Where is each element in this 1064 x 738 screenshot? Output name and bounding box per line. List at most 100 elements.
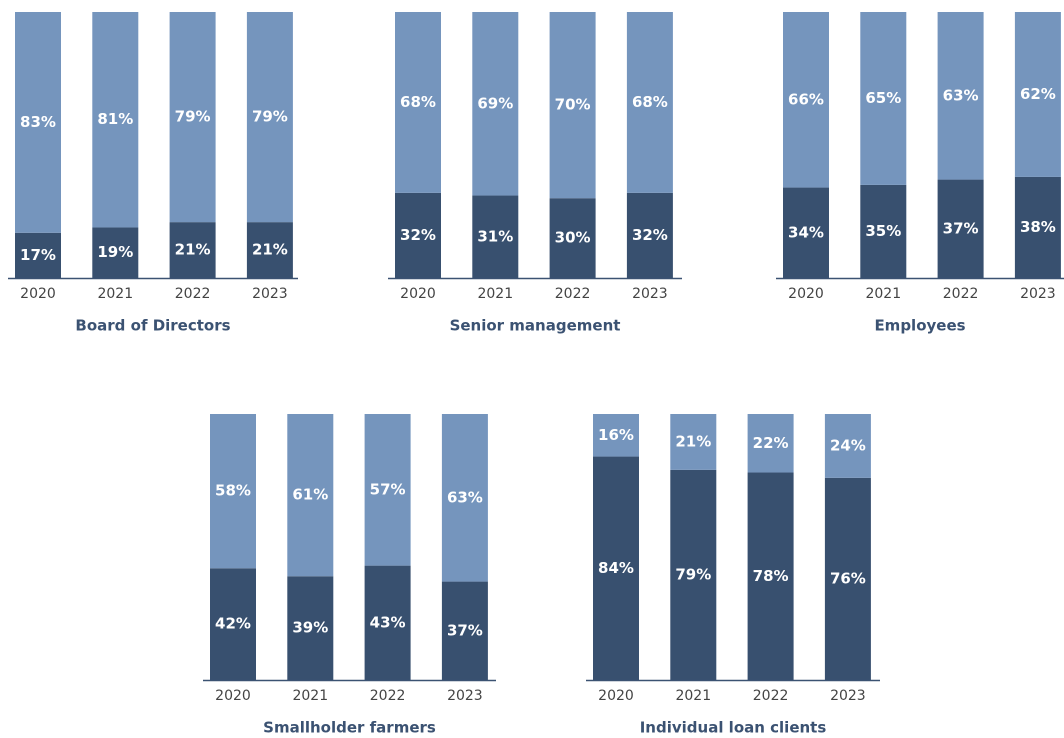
bar-segment [169,12,216,223]
x-tick-label: 2023 [632,286,668,302]
x-tick-label: 2021 [292,688,328,704]
x-tick-label: 2020 [788,286,824,302]
x-tick-label: 2021 [865,286,901,302]
value-label: 68% [400,93,436,111]
bar-segment [1014,176,1061,278]
bar-segment [670,414,717,470]
value-label: 66% [788,90,824,108]
x-tick-label: 2021 [675,688,711,704]
bar-segment [364,414,411,566]
value-label: 24% [830,436,866,454]
bar-segment [783,12,829,188]
value-label: 34% [788,223,824,241]
bar-segment [937,12,984,180]
bar-segment [824,477,871,680]
value-label: 79% [175,108,211,126]
value-label: 57% [370,480,406,498]
bar-segment [246,222,293,278]
chart-title: Board of Directors [75,317,230,335]
value-label: 62% [1020,85,1056,103]
x-tick-label: 2020 [215,688,251,704]
value-label: 79% [675,565,711,583]
value-label: 39% [292,619,328,637]
value-label: 63% [943,86,979,104]
bar-segment [472,12,519,196]
bar-segment [783,187,829,278]
x-tick-label: 2022 [753,688,789,704]
bar-segment [747,472,794,680]
value-label: 70% [555,96,591,114]
x-tick-label: 2023 [252,286,288,302]
bar-segment [549,198,596,278]
value-label: 83% [20,113,56,131]
bar-segment [472,195,519,278]
bar-segment [441,581,488,680]
bar-segment [395,12,441,193]
value-label: 76% [830,569,866,587]
bar-segment [670,469,717,680]
value-label: 22% [753,434,789,452]
value-label: 35% [865,222,901,240]
x-tick-label: 2023 [447,688,483,704]
bar-segment [395,192,441,278]
value-label: 79% [252,108,288,126]
value-label: 30% [555,229,591,247]
value-label: 37% [447,621,483,639]
bar-segment [210,568,256,680]
value-label: 16% [598,426,634,444]
x-tick-label: 2021 [97,286,133,302]
value-label: 38% [1020,218,1056,236]
bar-segment [1014,12,1061,177]
value-label: 61% [292,486,328,504]
bar-segment [860,12,907,185]
value-label: 21% [175,241,211,259]
x-tick-label: 2022 [175,286,211,302]
value-label: 21% [675,432,711,450]
value-label: 37% [943,219,979,237]
value-label: 19% [97,243,133,261]
bar-segment [287,576,334,680]
bar-segment [210,414,256,569]
x-tick-label: 2023 [1020,286,1056,302]
value-label: 21% [252,241,288,259]
bar-segment [92,12,139,228]
bar-segment [287,414,334,577]
value-label: 63% [447,488,483,506]
value-label: 17% [20,246,56,264]
bar-segment [364,565,411,680]
bar-segment [860,184,907,278]
x-tick-label: 2020 [598,688,634,704]
value-label: 78% [753,567,789,585]
bar-segment [92,227,139,278]
chart-title: Smallholder farmers [263,719,436,737]
x-tick-label: 2023 [830,688,866,704]
value-label: 69% [477,94,513,112]
bar-segment [169,222,216,278]
x-tick-label: 2020 [20,286,56,302]
chart-title: Individual loan clients [640,719,827,737]
bar-segment [626,12,673,193]
bar-segment [747,414,794,473]
value-label: 32% [400,226,436,244]
bar-segment [441,414,488,582]
bar-segment [593,414,639,457]
bar-segment [549,12,596,199]
value-label: 84% [598,559,634,577]
x-tick-label: 2022 [555,286,591,302]
value-label: 58% [215,482,251,500]
chart-title: Employees [874,317,965,335]
x-tick-label: 2021 [477,286,513,302]
value-label: 68% [632,93,668,111]
bar-segment [937,179,984,278]
value-label: 43% [370,613,406,631]
bar-segment [626,192,673,278]
x-tick-label: 2020 [400,286,436,302]
value-label: 42% [215,615,251,633]
bar-segment [246,12,293,223]
bar-segment [593,456,639,680]
value-label: 31% [477,227,513,245]
value-label: 81% [97,110,133,128]
value-label: 32% [632,226,668,244]
bar-segment [824,414,871,478]
